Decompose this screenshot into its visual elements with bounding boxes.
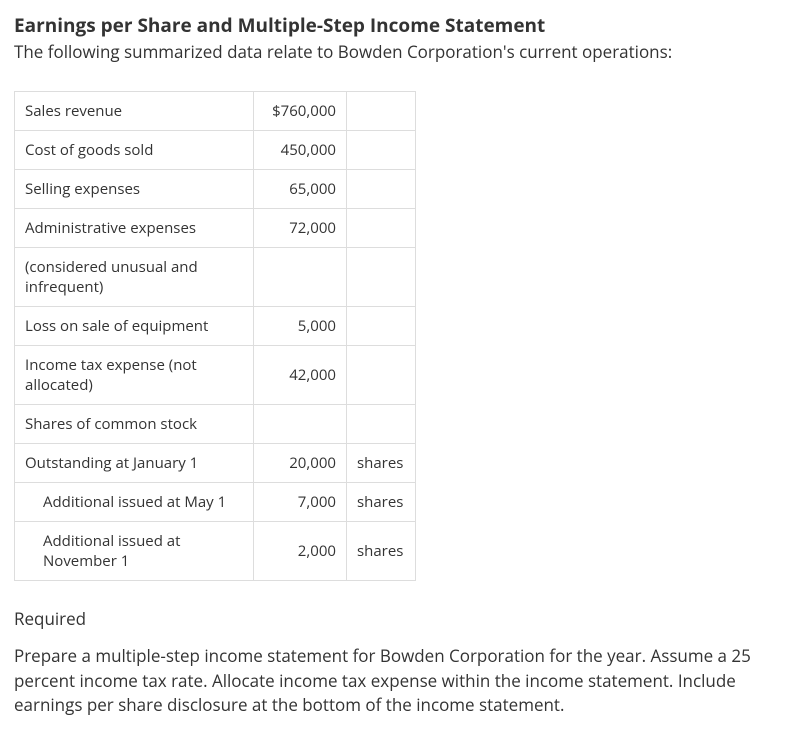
row-label: Additional issued at May 1 xyxy=(15,483,254,522)
row-label: Additional issued at November 1 xyxy=(15,522,254,581)
row-value xyxy=(254,248,347,307)
table-row: Selling expenses65,000 xyxy=(15,170,416,209)
table-row: Loss on sale of equipment5,000 xyxy=(15,307,416,346)
row-unit xyxy=(347,307,416,346)
row-unit xyxy=(347,170,416,209)
table-row: Additional issued at November 12,000shar… xyxy=(15,522,416,581)
row-value: 65,000 xyxy=(254,170,347,209)
row-unit: shares xyxy=(347,522,416,581)
row-unit xyxy=(347,405,416,444)
row-value: 42,000 xyxy=(254,346,347,405)
row-label: (considered unusual and infrequent) xyxy=(15,248,254,307)
financial-data-table: Sales revenue$760,000Cost of goods sold4… xyxy=(14,91,416,581)
row-unit xyxy=(347,131,416,170)
row-unit xyxy=(347,209,416,248)
page-title: Earnings per Share and Multiple-Step Inc… xyxy=(14,12,781,38)
row-label: Loss on sale of equipment xyxy=(15,307,254,346)
row-label: Administrative expenses xyxy=(15,209,254,248)
table-row: Income tax expense (not allocated)42,000 xyxy=(15,346,416,405)
row-value: 2,000 xyxy=(254,522,347,581)
required-body: Prepare a multiple-step income statement… xyxy=(14,644,781,718)
row-label: Cost of goods sold xyxy=(15,131,254,170)
table-row: Administrative expenses72,000 xyxy=(15,209,416,248)
row-unit xyxy=(347,248,416,307)
row-label: Income tax expense (not allocated) xyxy=(15,346,254,405)
table-row: Sales revenue$760,000 xyxy=(15,92,416,131)
table-row: (considered unusual and infrequent) xyxy=(15,248,416,307)
row-unit xyxy=(347,346,416,405)
table-row: Additional issued at May 17,000shares xyxy=(15,483,416,522)
table-row: Shares of common stock xyxy=(15,405,416,444)
row-value: $760,000 xyxy=(254,92,347,131)
row-value xyxy=(254,405,347,444)
row-value: 7,000 xyxy=(254,483,347,522)
row-unit: shares xyxy=(347,483,416,522)
row-value: 450,000 xyxy=(254,131,347,170)
table-row: Outstanding at January 120,000shares xyxy=(15,444,416,483)
row-unit xyxy=(347,92,416,131)
row-value: 5,000 xyxy=(254,307,347,346)
row-label: Shares of common stock xyxy=(15,405,254,444)
row-unit: shares xyxy=(347,444,416,483)
required-label: Required xyxy=(14,607,781,630)
row-label: Selling expenses xyxy=(15,170,254,209)
row-label: Sales revenue xyxy=(15,92,254,131)
row-label: Outstanding at January 1 xyxy=(15,444,254,483)
row-value: 20,000 xyxy=(254,444,347,483)
row-value: 72,000 xyxy=(254,209,347,248)
table-row: Cost of goods sold450,000 xyxy=(15,131,416,170)
page-subtitle: The following summarized data relate to … xyxy=(14,40,781,63)
